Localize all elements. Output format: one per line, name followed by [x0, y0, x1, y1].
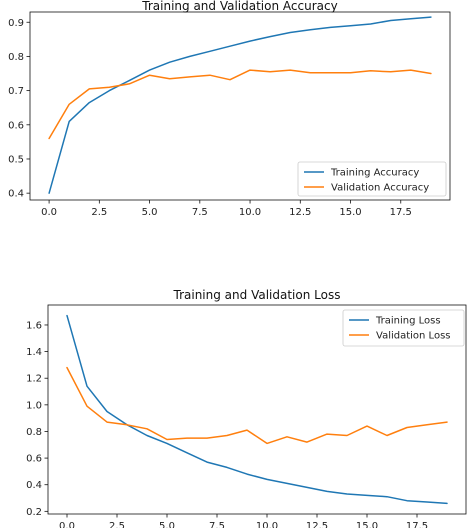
x-tick-label: 2.5 [91, 207, 107, 218]
y-tick-label: 1.4 [26, 347, 42, 358]
axes-frame [47, 304, 467, 515]
series-line-validation-loss [66, 366, 448, 445]
x-tick-label: 17.5 [406, 521, 428, 528]
x-tick-label: 7.5 [209, 521, 225, 528]
y-tick-label: 0.9 [8, 18, 24, 29]
y-tick-label: 0.7 [8, 86, 24, 97]
legend-label: Training Accuracy [330, 168, 419, 179]
axes-frame [29, 11, 451, 201]
series-line-training-loss [66, 314, 448, 505]
y-tick-label: 1.2 [26, 374, 42, 385]
y-tick-label: 0.8 [26, 427, 42, 438]
y-tick-label: 0.6 [26, 454, 42, 465]
y-tick-label: 0.4 [26, 480, 42, 491]
x-tick-label: 17.5 [390, 207, 412, 218]
x-tick-label: 10.0 [239, 207, 261, 218]
x-tick-label: 5.0 [142, 207, 158, 218]
x-tick-label: 0.0 [59, 521, 75, 528]
series-line-validation-accuracy [48, 69, 432, 140]
legend: Training Loss Validation Loss [342, 309, 465, 347]
y-tick-label: 0.2 [26, 507, 42, 518]
y-tick-label: 0.8 [8, 52, 24, 63]
x-tick-label: 15.0 [356, 521, 378, 528]
chart-title: Training and Validation Loss [173, 288, 341, 302]
legend-label: Validation Accuracy [331, 183, 429, 194]
x-tick-label: 10.0 [256, 521, 278, 528]
y-tick-label: 1.0 [26, 400, 42, 411]
chart-panel-1: Training and Validation Accuracy 0.0 2.5 5.… [8, 0, 451, 218]
x-tick-label: 5.0 [159, 521, 175, 528]
y-tick-label: 0.6 [8, 120, 24, 131]
y-tick-label: 0.5 [8, 154, 24, 165]
x-tick-label: 12.5 [289, 207, 311, 218]
y-tick-label: 0.4 [8, 189, 24, 200]
chart-panel-2: Training and Validation Loss 0.0 2.5 5.0 7.5… [26, 288, 467, 528]
x-tick-label: 2.5 [109, 521, 125, 528]
legend-box [342, 309, 465, 347]
chart-title: Training and Validation Accuracy [141, 0, 337, 13]
legend: Training Accuracy Validation Accuracy [297, 161, 447, 197]
y-tick-label: 1.6 [26, 320, 42, 331]
legend-label: Validation Loss [376, 331, 451, 342]
legend-box [297, 161, 447, 197]
legend-label: Training Loss [375, 316, 441, 327]
x-tick-label: 12.5 [306, 521, 328, 528]
x-tick-label: 7.5 [192, 207, 208, 218]
x-tick-label: 15.0 [339, 207, 361, 218]
series-line-training-accuracy [48, 16, 432, 194]
x-tick-label: 0.0 [41, 207, 57, 218]
